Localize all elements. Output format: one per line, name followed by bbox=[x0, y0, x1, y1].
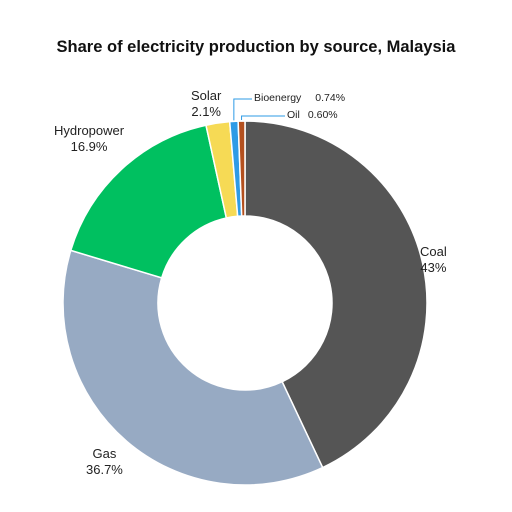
slice-name-oil: Oil bbox=[287, 109, 300, 121]
slice-label-oil: Oil 0.60% bbox=[287, 109, 338, 122]
slice-name-gas: Gas bbox=[92, 446, 117, 461]
slice-label-bioenergy: Bioenergy 0.74% bbox=[254, 92, 345, 105]
slice-value-coal: 43% bbox=[420, 260, 447, 275]
leader-line-bioenergy bbox=[233, 98, 252, 121]
slice-value-solar: 2.1% bbox=[191, 104, 221, 119]
slice-value-oil: 0.60% bbox=[307, 109, 338, 121]
slice-value-gas: 36.7% bbox=[86, 462, 123, 477]
slice-value-hydropower: 16.9% bbox=[70, 139, 108, 154]
slice-hydropower bbox=[69, 124, 228, 279]
slice-name-hydropower: Hydropower bbox=[54, 123, 125, 138]
slice-value-bioenergy: 0.74% bbox=[315, 92, 346, 104]
slice-name-coal: Coal bbox=[420, 244, 447, 259]
slice-coal bbox=[244, 120, 428, 469]
slice-oil bbox=[237, 120, 246, 217]
slice-gas bbox=[62, 249, 324, 486]
slice-name-solar: Solar bbox=[191, 88, 222, 103]
slice-name-bioenergy: Bioenergy bbox=[254, 92, 302, 104]
slice-label-hydropower: Hydropower 16.9% bbox=[54, 123, 124, 155]
slice-label-gas: Gas 36.7% bbox=[86, 446, 123, 478]
slice-label-coal: Coal 43% bbox=[420, 244, 447, 276]
leader-line-oil bbox=[241, 115, 285, 121]
slice-label-solar: Solar 2.1% bbox=[191, 88, 221, 120]
chart-title: Share of electricity production by sourc… bbox=[56, 38, 456, 56]
